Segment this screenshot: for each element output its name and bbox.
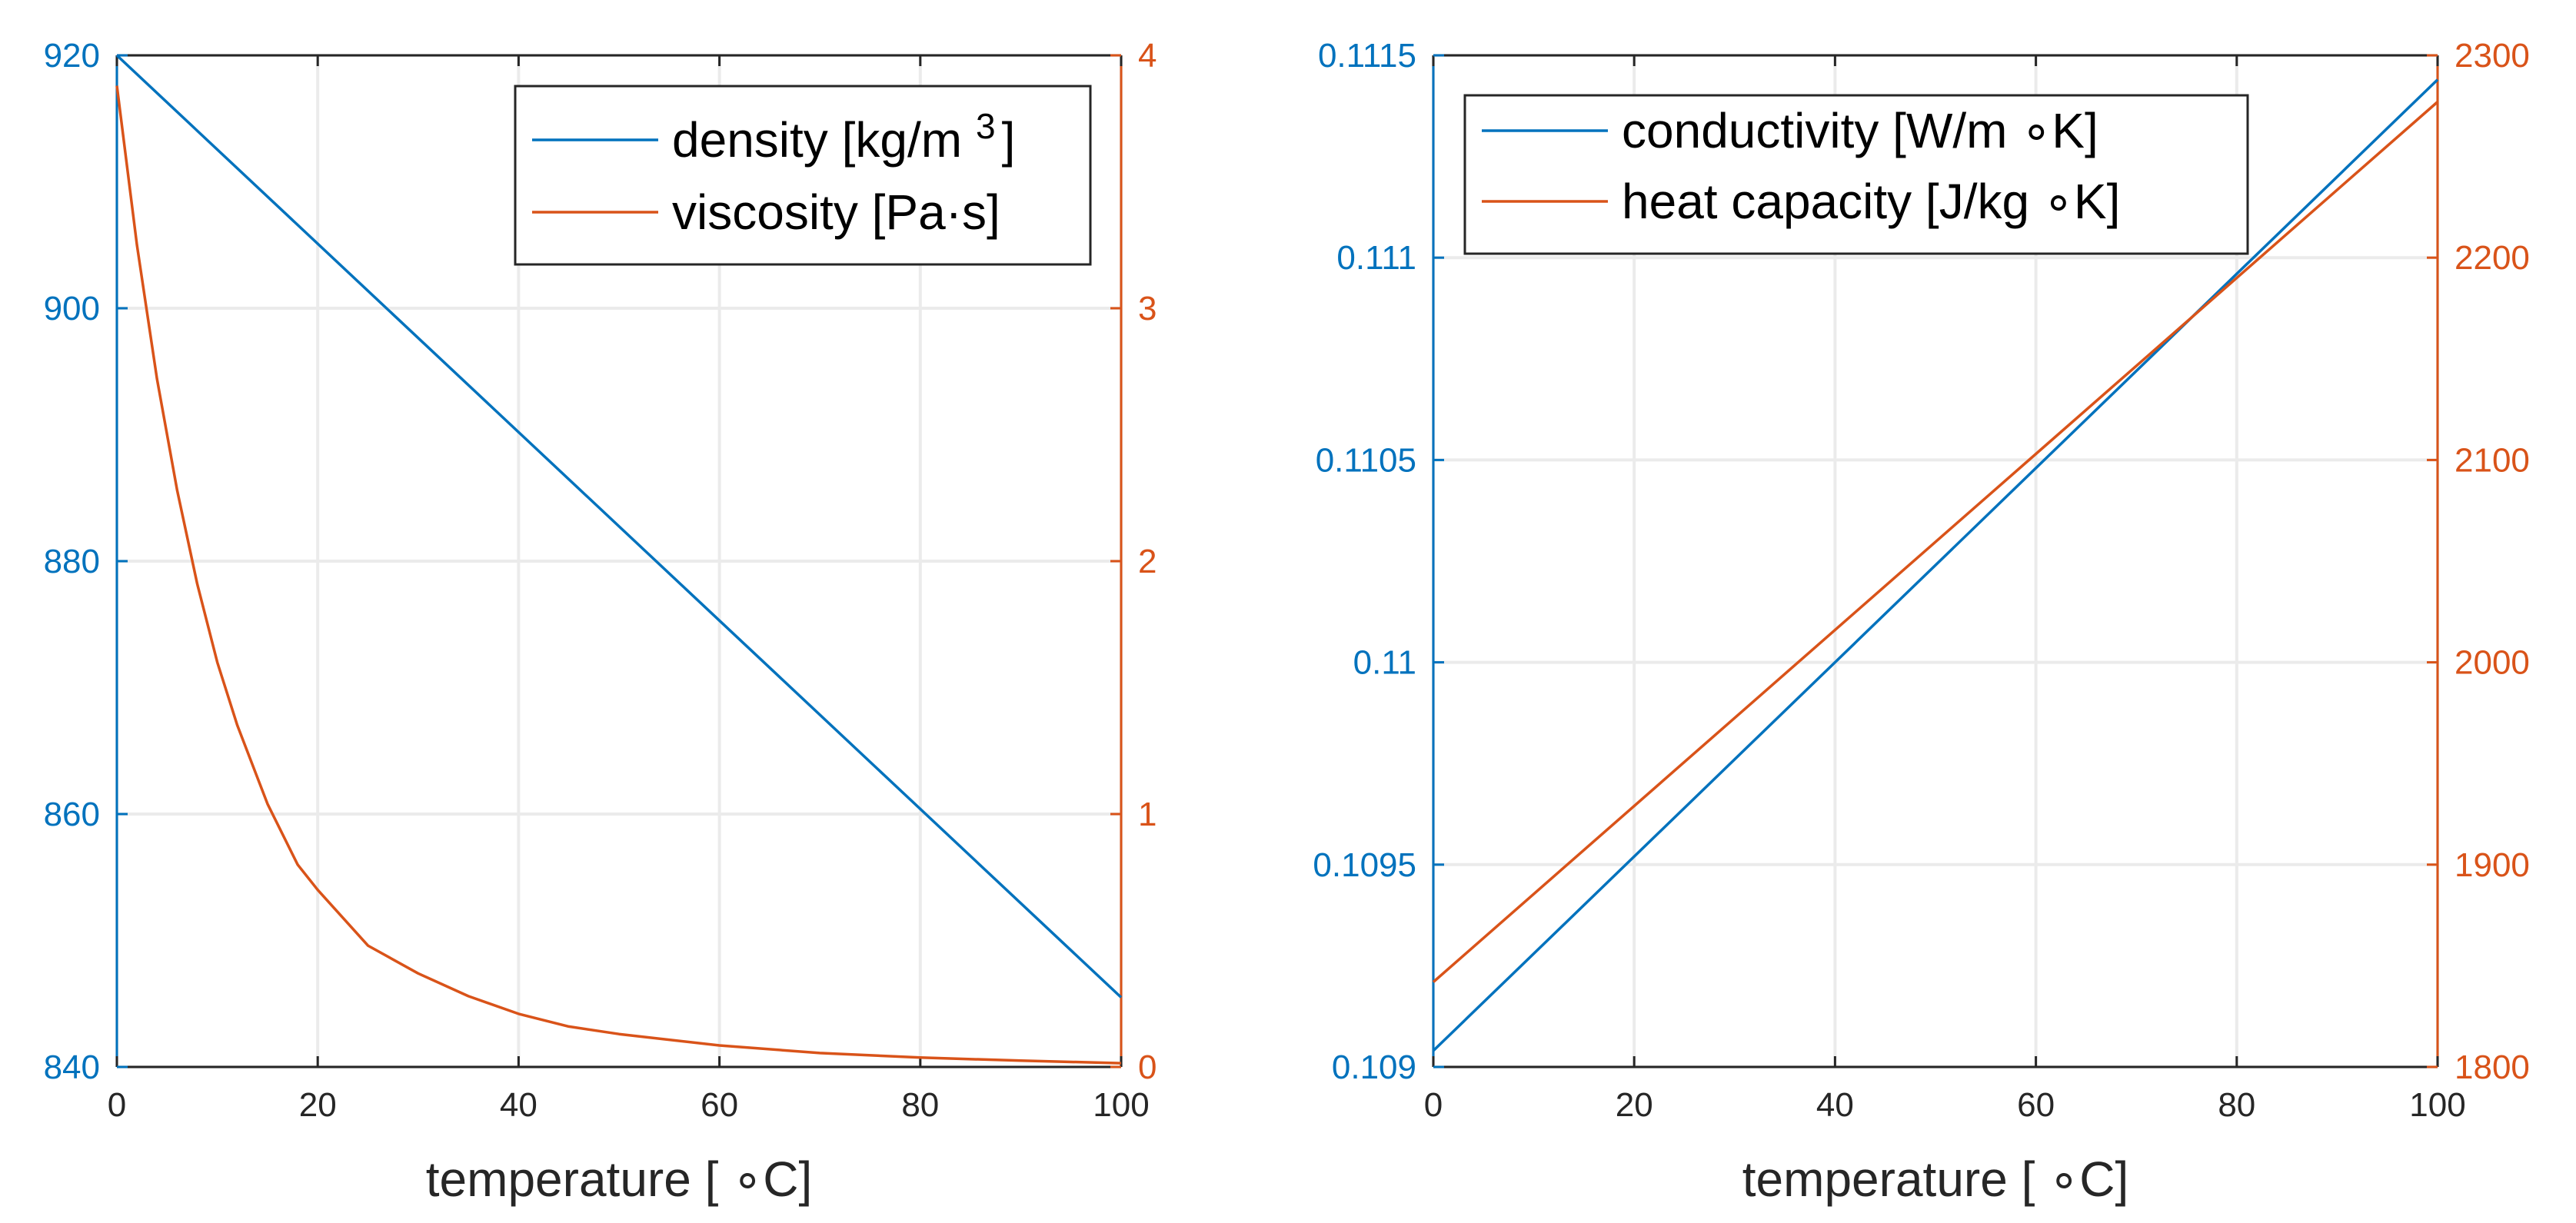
legend: conductivity [W/m ∘K] heat capacity [J/kg… bbox=[1463, 94, 2249, 255]
series-line-viscosity bbox=[115, 85, 1122, 1065]
x-axis-label: temperature [ ∘C] bbox=[426, 1152, 812, 1207]
left-y-tick-label: 920 bbox=[44, 37, 100, 75]
x-axis-label: temperature [ ∘C] bbox=[1742, 1152, 2128, 1207]
x-tick-label: 100 bbox=[2409, 1086, 2465, 1124]
left-y-tick-label: 900 bbox=[44, 290, 100, 327]
right-y-tick-label: 2200 bbox=[2455, 239, 2530, 277]
legend-box bbox=[514, 85, 1092, 266]
right-y-tick-label: 4 bbox=[1138, 37, 1157, 75]
series-line-conductivity bbox=[1432, 78, 2439, 1052]
legend-label: conductivity [W/m ∘K] bbox=[1622, 103, 2098, 158]
x-tick-label: 100 bbox=[1093, 1086, 1149, 1124]
series-line-heat bbox=[1432, 101, 2439, 983]
legend-box bbox=[1463, 94, 2249, 255]
right-y-tick-label: 1 bbox=[1138, 796, 1157, 833]
x-tick-label: 40 bbox=[1816, 1086, 1854, 1124]
left-y-tick-label: 0.1105 bbox=[1316, 441, 1416, 479]
chart-conductivity-heat-capacity: 0 20 40 60 80 100 0.109 0.1095 0.11 0.1105 0.111 0.… bbox=[1313, 37, 2529, 1207]
right-y-tick-label: 2000 bbox=[2455, 644, 2530, 682]
right-y-tick-label: 3 bbox=[1138, 290, 1157, 327]
legend-label: density [kg/m 3] bbox=[672, 106, 1015, 168]
legend-label: heat capacity [J/kg ∘K] bbox=[1622, 174, 2120, 229]
left-y-tick-label: 0.111 bbox=[1336, 239, 1416, 277]
right-y-tick-label: 1900 bbox=[2455, 846, 2530, 884]
left-y-tick-label: 0.1115 bbox=[1318, 37, 1416, 75]
left-y-tick-label: 0.1095 bbox=[1313, 846, 1416, 884]
x-tick-label: 0 bbox=[1424, 1086, 1443, 1124]
left-y-tick-label: 880 bbox=[44, 543, 100, 580]
legend: density [kg/m 3] viscosity [Pa·s] bbox=[514, 85, 1092, 266]
x-tick-label: 80 bbox=[901, 1086, 939, 1124]
x-tick-label: 40 bbox=[500, 1086, 537, 1124]
legend-suffix: ] bbox=[1002, 112, 1016, 168]
left-y-tick-label: 860 bbox=[44, 796, 100, 833]
left-y-tick-label: 0.11 bbox=[1353, 644, 1416, 682]
right-y-tick-label: 2 bbox=[1138, 543, 1157, 580]
legend-label: viscosity [Pa·s] bbox=[672, 184, 1000, 240]
x-tick-label: 80 bbox=[2218, 1086, 2255, 1124]
x-tick-label: 20 bbox=[299, 1086, 337, 1124]
right-y-tick-label: 0 bbox=[1138, 1049, 1157, 1086]
x-tick-label: 0 bbox=[108, 1086, 126, 1124]
chart-density-viscosity: 0 20 40 60 80 100 840 860 880 900 920 0 1 2 3 4 temperat… bbox=[44, 37, 1157, 1207]
x-tick-label: 60 bbox=[2017, 1086, 2055, 1124]
right-y-tick-label: 2100 bbox=[2455, 441, 2530, 479]
right-y-tick-label: 1800 bbox=[2455, 1049, 2530, 1086]
right-y-tick-label: 2300 bbox=[2455, 37, 2530, 75]
left-y-tick-label: 840 bbox=[44, 1049, 100, 1086]
x-tick-label: 20 bbox=[1616, 1086, 1653, 1124]
x-tick-label: 60 bbox=[701, 1086, 738, 1124]
series-line-density bbox=[115, 54, 1123, 999]
left-y-tick-label: 0.109 bbox=[1332, 1049, 1416, 1086]
legend-superscript: 3 bbox=[976, 106, 996, 146]
